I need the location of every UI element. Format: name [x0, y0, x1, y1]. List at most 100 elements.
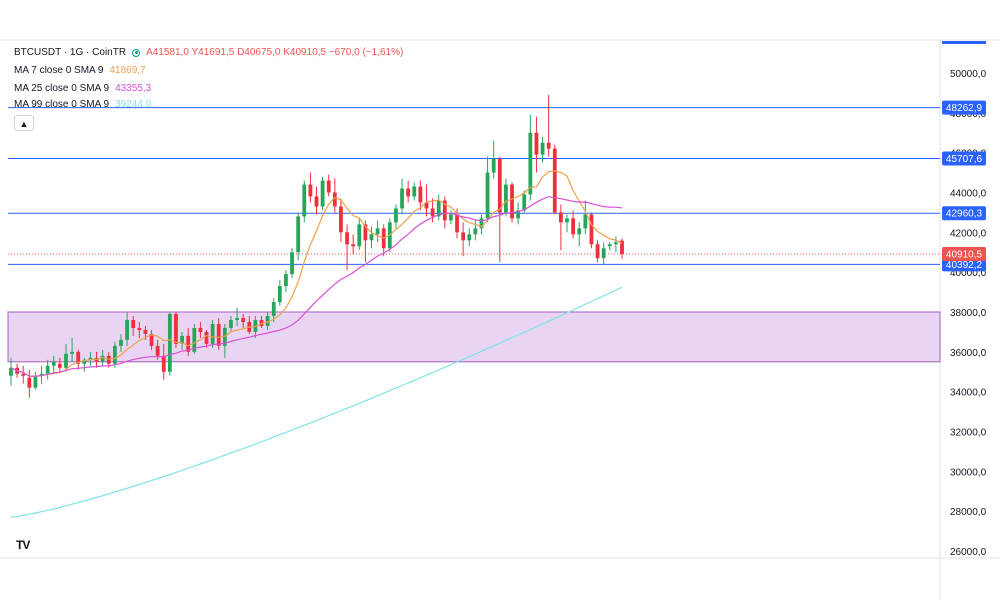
candle-body: [143, 329, 148, 334]
y-tick-label: 50000,0: [950, 69, 987, 80]
symbol-title[interactable]: BTCUSDT · 1G · CoinTR: [14, 47, 127, 58]
candle-body: [39, 373, 44, 376]
candle: [186, 327, 191, 356]
y-tick-label: 42000,0: [950, 228, 987, 239]
candle-body: [485, 172, 490, 219]
candle: [241, 313, 246, 328]
candle: [51, 355, 56, 374]
candle-body: [125, 319, 129, 340]
candle: [436, 194, 441, 221]
candle: [332, 178, 337, 213]
candle: [204, 329, 209, 348]
candle: [369, 226, 374, 249]
candle-body: [540, 142, 545, 155]
candle-body: [510, 184, 514, 219]
candle-body: [436, 200, 441, 217]
candle-body: [284, 274, 288, 287]
ohlc-values: A41581,0 Y41691,5 D40675,0 K40910,5 −670…: [146, 47, 404, 58]
candle-body: [174, 313, 178, 344]
candle: [601, 242, 606, 265]
candle-body: [76, 351, 81, 364]
candle: [357, 218, 362, 251]
candle: [27, 369, 32, 398]
candle: [137, 321, 142, 338]
candle: [375, 220, 380, 243]
candle: [430, 198, 435, 223]
candle: [277, 280, 282, 307]
candle-body: [461, 232, 466, 241]
candle-body: [259, 319, 264, 326]
candle-body: [198, 327, 203, 332]
candle: [33, 371, 38, 390]
line-price-label-1-text: 45707,6: [946, 154, 983, 165]
candle-body: [418, 186, 423, 203]
candle: [131, 315, 136, 336]
candle-body: [339, 206, 343, 233]
legend-collapse-button[interactable]: ▲: [14, 115, 34, 131]
candle-body: [296, 216, 301, 253]
ma99-label: MA 99 close 0 SMA 9: [14, 99, 110, 110]
candle-body: [290, 252, 294, 275]
candle-body: [442, 200, 447, 221]
candle: [351, 234, 356, 255]
candle: [284, 270, 288, 293]
candle-body: [467, 234, 472, 241]
ma25-label: MA 25 close 0 SMA 9: [14, 83, 110, 94]
candle: [559, 204, 563, 251]
candle: [583, 200, 588, 235]
candle: [510, 182, 514, 223]
y-tick-label: 44000,0: [950, 189, 987, 200]
legend-ma25[interactable]: MA 25 close 0 SMA 9 43355,3: [14, 83, 151, 94]
y-tick-label: 30000,0: [950, 467, 987, 478]
candle-body: [204, 331, 209, 344]
candle: [565, 214, 569, 233]
ma99-value: 39244,0: [115, 99, 152, 110]
candle-body: [595, 244, 600, 259]
candle: [326, 174, 331, 197]
candle-body: [607, 244, 612, 247]
legend-symbol-row: BTCUSDT · 1G · CoinTR A41581,0 Y41691,5 …: [14, 47, 403, 58]
candle: [76, 349, 81, 370]
candle: [222, 323, 227, 358]
candle-body: [155, 345, 160, 356]
candle: [546, 94, 551, 157]
y-tick-label: 36000,0: [950, 348, 987, 359]
candle-body: [424, 202, 429, 209]
candle: [540, 136, 545, 163]
candle-body: [131, 319, 136, 328]
candle-body: [167, 313, 172, 372]
candle-body: [229, 319, 233, 328]
candle: [522, 190, 527, 213]
candle-body: [88, 357, 93, 360]
candle-body: [473, 228, 478, 235]
candle-body: [546, 142, 551, 149]
candle-body: [351, 244, 356, 247]
chevron-up-icon: ▲: [19, 119, 29, 129]
candle-body: [192, 327, 197, 352]
candle: [265, 312, 270, 330]
candle: [192, 323, 197, 354]
candle-body: [534, 132, 539, 155]
candle: [9, 357, 13, 386]
candle-body: [308, 184, 313, 197]
candle: [88, 351, 93, 366]
candle-body: [455, 214, 459, 233]
ma7-value: 41869,7: [109, 65, 146, 76]
candle: [167, 312, 172, 376]
legend-ma7[interactable]: MA 7 close 0 SMA 9 41869,7: [14, 65, 146, 76]
line-price-label-0-badge: [942, 100, 986, 115]
candle-body: [82, 359, 87, 364]
candle: [479, 214, 484, 235]
candle: [552, 144, 557, 215]
candle-body: [271, 302, 276, 316]
candle-body: [320, 180, 325, 207]
legend-ma99[interactable]: MA 99 close 0 SMA 9 39244,0: [14, 99, 151, 110]
candle: [70, 337, 74, 362]
candle-body: [613, 242, 618, 245]
candle: [210, 319, 215, 348]
candle-body: [57, 363, 62, 368]
last-price-label-badge: [942, 247, 986, 262]
candle: [119, 333, 123, 352]
line-price-label-1-badge: [942, 151, 986, 166]
